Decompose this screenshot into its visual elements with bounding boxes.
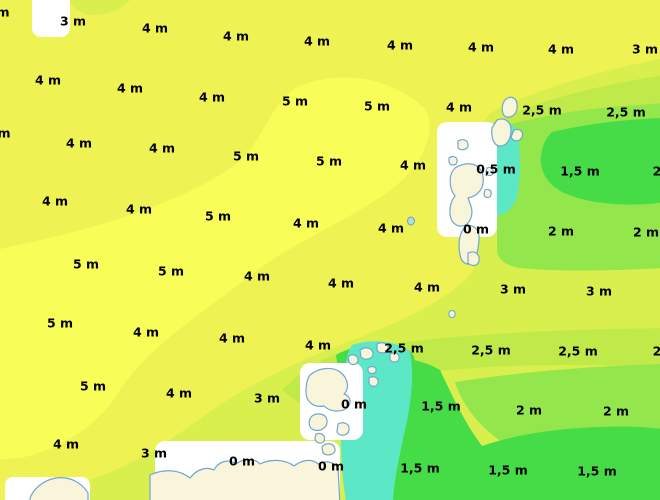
zone-1_5m-south [352, 357, 660, 500]
zone-5m [0, 77, 430, 460]
landmass-shetland [448, 96, 524, 267]
highlight-box-northwest[interactable] [32, 0, 70, 37]
zone-2m-south [455, 364, 660, 444]
landmass-orkney [149, 443, 341, 500]
zone-3m-top-tinge [67, 0, 131, 16]
lake-dot [407, 216, 415, 226]
islet-small [448, 310, 456, 319]
zone-1_5m-north [540, 118, 660, 205]
landmass-fairisle-group [305, 342, 400, 444]
landmass-southwest [29, 477, 89, 500]
